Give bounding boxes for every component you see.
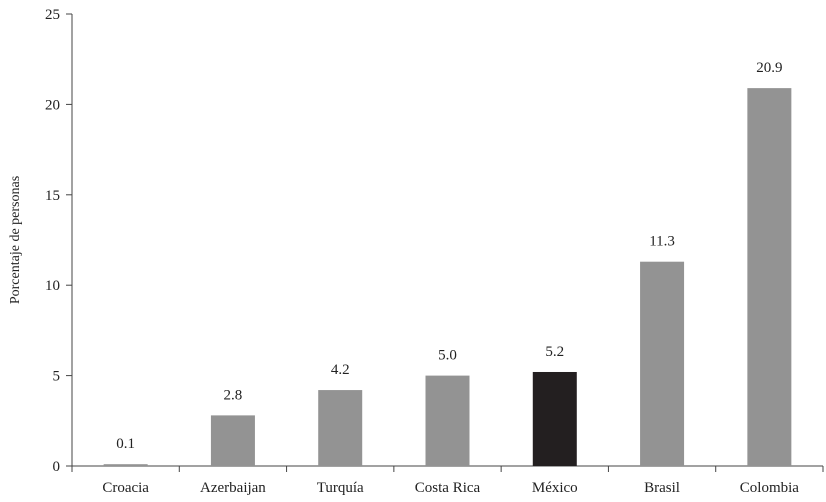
data-label: 5.0 bbox=[438, 348, 457, 364]
data-labels: 0.1 2.8 4.2 5.0 5.2 11.3 20.9 bbox=[116, 60, 782, 452]
y-tick-label: 5 bbox=[53, 369, 61, 385]
bar-croacia bbox=[103, 464, 148, 466]
y-axis-label: Porcentaje de personas bbox=[8, 176, 23, 304]
category-labels: Croacia Azerbaijan Turquía Costa Rica México… bbox=[102, 480, 799, 496]
category-label: México bbox=[532, 480, 578, 496]
bar-brasil bbox=[640, 261, 685, 466]
bar-turquía bbox=[318, 390, 363, 466]
category-label: Azerbaijan bbox=[200, 480, 266, 496]
data-label: 0.1 bbox=[116, 436, 135, 452]
category-label: Turquía bbox=[317, 480, 364, 496]
y-tick-label: 0 bbox=[53, 459, 61, 475]
data-label: 11.3 bbox=[649, 234, 675, 250]
y-tick-label: 20 bbox=[45, 97, 60, 113]
category-label: Colombia bbox=[740, 480, 800, 496]
data-label: 20.9 bbox=[756, 60, 782, 76]
bar-costa-rica bbox=[425, 375, 470, 466]
x-axis bbox=[71, 465, 824, 472]
bar-colombia bbox=[747, 88, 792, 467]
category-label: Costa Rica bbox=[415, 480, 481, 496]
data-label: 4.2 bbox=[331, 362, 350, 378]
category-label: Brasil bbox=[644, 480, 680, 496]
bar-méxico bbox=[532, 371, 577, 466]
bars bbox=[103, 88, 792, 467]
y-axis: 0 5 10 15 20 25 bbox=[45, 7, 73, 475]
bar-azerbaijan bbox=[210, 415, 255, 466]
y-tick-label: 15 bbox=[45, 188, 60, 204]
category-label: Croacia bbox=[102, 480, 149, 496]
data-label: 5.2 bbox=[545, 344, 564, 360]
data-label: 2.8 bbox=[224, 387, 243, 403]
y-tick-label: 10 bbox=[45, 278, 60, 294]
y-tick-label: 25 bbox=[45, 7, 60, 23]
